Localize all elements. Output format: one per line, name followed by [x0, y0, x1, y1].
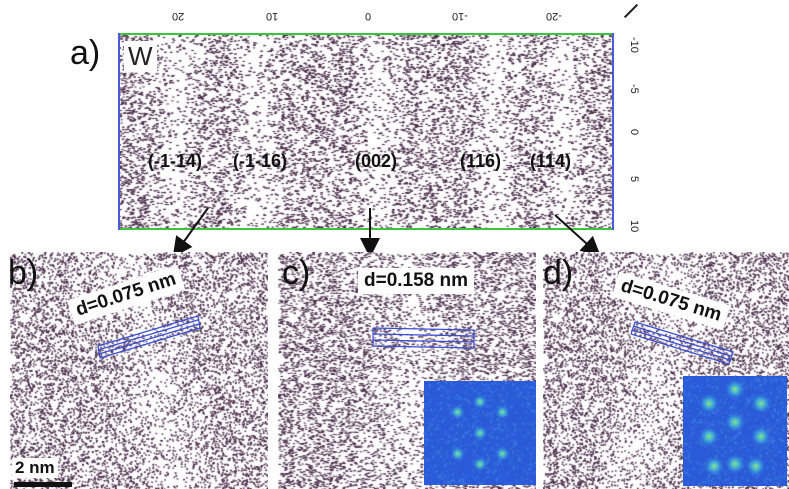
- fft-inset: [683, 376, 787, 486]
- panel-b-image: d=0.075 nm 2 nm: [10, 252, 268, 489]
- plane-label: (114): [530, 151, 572, 171]
- plane-label: (-1-14): [148, 151, 203, 171]
- d-spacing-label: d=0.158 nm: [358, 268, 475, 294]
- panel-c-image: d=0.158 nm: [278, 252, 536, 489]
- arrow-to-d: [554, 214, 601, 257]
- lattice-lines-d: [630, 321, 734, 365]
- frame-left: [118, 33, 120, 230]
- frame-bottom: [118, 228, 614, 230]
- atom-map-a: [118, 33, 614, 230]
- plane-label: (-1-16): [233, 151, 288, 171]
- plane-label: (002): [355, 151, 398, 171]
- panel-a-label: a): [70, 34, 101, 72]
- panel-c-label: c): [282, 254, 311, 292]
- arrow-to-b: [172, 207, 209, 258]
- panel-d-label: d): [543, 254, 574, 292]
- scale-bar-label: 2 nm: [12, 458, 58, 478]
- panel-d-image: d=0.075 nm: [543, 252, 789, 489]
- plane-label: (116): [460, 151, 502, 171]
- scale-bar: [14, 482, 72, 487]
- panel-b-label: b): [8, 254, 39, 292]
- element-label: W: [124, 41, 157, 72]
- fft-inset: [424, 381, 536, 485]
- panel-a-image: W (-1-14) (-1-16) (002) (116) (114): [118, 33, 614, 230]
- frame-top: [118, 33, 614, 35]
- lattice-lines-b: [97, 315, 201, 359]
- frame-right: [612, 33, 614, 230]
- lattice-lines-c: [372, 327, 475, 349]
